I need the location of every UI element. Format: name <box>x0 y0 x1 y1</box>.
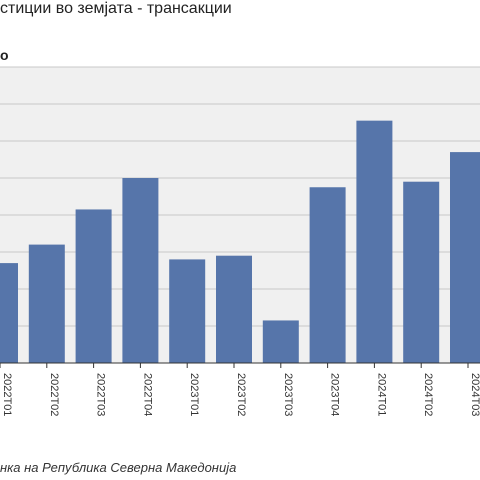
bar-2024Т01 <box>356 120 393 364</box>
bar-2024Т03 <box>450 152 480 363</box>
chart-title: стиции во земјата - трансакции <box>0 0 232 17</box>
x-tick-label-2022Т03: 2022Т03 <box>95 373 107 416</box>
bar-2023Т01 <box>169 259 206 363</box>
x-tick-label-2023Т04: 2023Т04 <box>329 373 341 416</box>
x-tick-label-2023Т01: 2023Т01 <box>188 373 200 416</box>
bar-2024Т02 <box>403 181 440 363</box>
x-tick-label-2024Т02: 2024Т02 <box>422 373 434 416</box>
source-note: нка на Република Северна Македонија <box>0 460 237 475</box>
x-tick-label-2023Т03: 2023Т03 <box>282 373 294 416</box>
x-tick-label-2022Т02: 2022Т02 <box>48 373 60 416</box>
bar-2022Т02 <box>28 244 65 363</box>
bar-2023Т04 <box>309 187 346 363</box>
x-tick-label-2024Т01: 2024Т01 <box>375 373 387 416</box>
bar-2022Т04 <box>122 178 159 363</box>
x-tick-label-2024Т03: 2024Т03 <box>469 373 480 416</box>
y-unit-label: о <box>0 47 9 63</box>
x-tick-label-2022Т01: 2022Т01 <box>1 373 13 416</box>
x-tick-label-2023Т02: 2023Т02 <box>235 373 247 416</box>
bar-2022Т03 <box>75 209 112 363</box>
bar-2023Т03 <box>262 320 299 363</box>
x-tick-label-2022Т04: 2022Т04 <box>141 373 153 416</box>
bar-2023Т02 <box>216 255 252 363</box>
bar-2022Т01 <box>0 263 18 363</box>
